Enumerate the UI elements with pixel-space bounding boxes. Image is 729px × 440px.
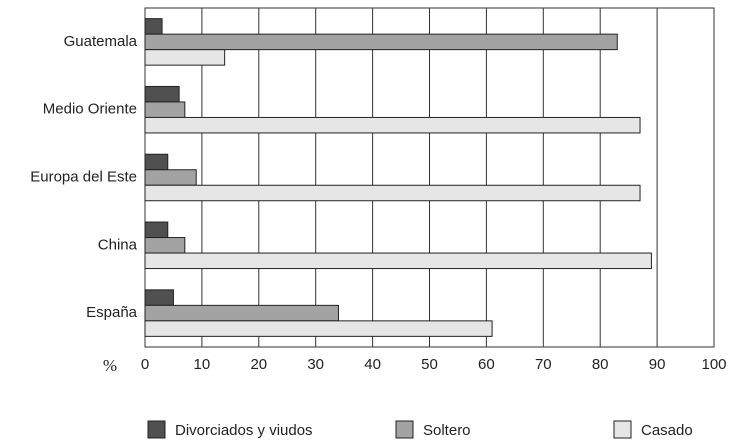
bar bbox=[144, 116, 641, 134]
y-tick-label: Guatemala bbox=[64, 33, 138, 50]
legend-swatch bbox=[147, 420, 166, 439]
legend-label: Casado bbox=[641, 422, 693, 439]
legend-label: Soltero bbox=[423, 422, 471, 439]
x-tick-label: 60 bbox=[478, 356, 495, 373]
x-tick-label: 40 bbox=[364, 356, 381, 373]
x-axis-label: % bbox=[103, 356, 117, 375]
x-tick-label: 30 bbox=[307, 356, 324, 373]
x-tick-label: 0 bbox=[141, 356, 149, 373]
bar bbox=[144, 18, 163, 35]
bar bbox=[144, 184, 641, 202]
y-tick-label: China bbox=[98, 236, 138, 253]
bar bbox=[144, 85, 180, 103]
bar bbox=[144, 153, 169, 171]
bar bbox=[144, 289, 174, 306]
y-tick-label: España bbox=[86, 304, 138, 321]
x-tick-label: 20 bbox=[250, 356, 267, 373]
x-tick-label: 50 bbox=[421, 356, 438, 373]
legend-label: Divorciados y viudos bbox=[175, 422, 313, 439]
bar bbox=[144, 320, 493, 337]
x-tick-label: 80 bbox=[592, 356, 609, 373]
bar bbox=[144, 101, 186, 118]
bar bbox=[144, 237, 186, 254]
x-tick-label: 70 bbox=[535, 356, 552, 373]
x-tick-label: 100 bbox=[701, 356, 726, 373]
bar bbox=[144, 169, 197, 186]
x-tick-label: 90 bbox=[649, 356, 666, 373]
bar bbox=[144, 49, 226, 66]
bar bbox=[144, 252, 652, 270]
y-tick-label: Europa del Este bbox=[30, 168, 137, 185]
bar bbox=[144, 33, 618, 51]
legend-swatch bbox=[613, 420, 632, 439]
legend-swatch bbox=[395, 420, 414, 439]
y-tick-label: Medio Oriente bbox=[43, 101, 137, 118]
bar bbox=[144, 304, 339, 322]
x-tick-label: 10 bbox=[194, 356, 211, 373]
bar bbox=[144, 221, 169, 239]
